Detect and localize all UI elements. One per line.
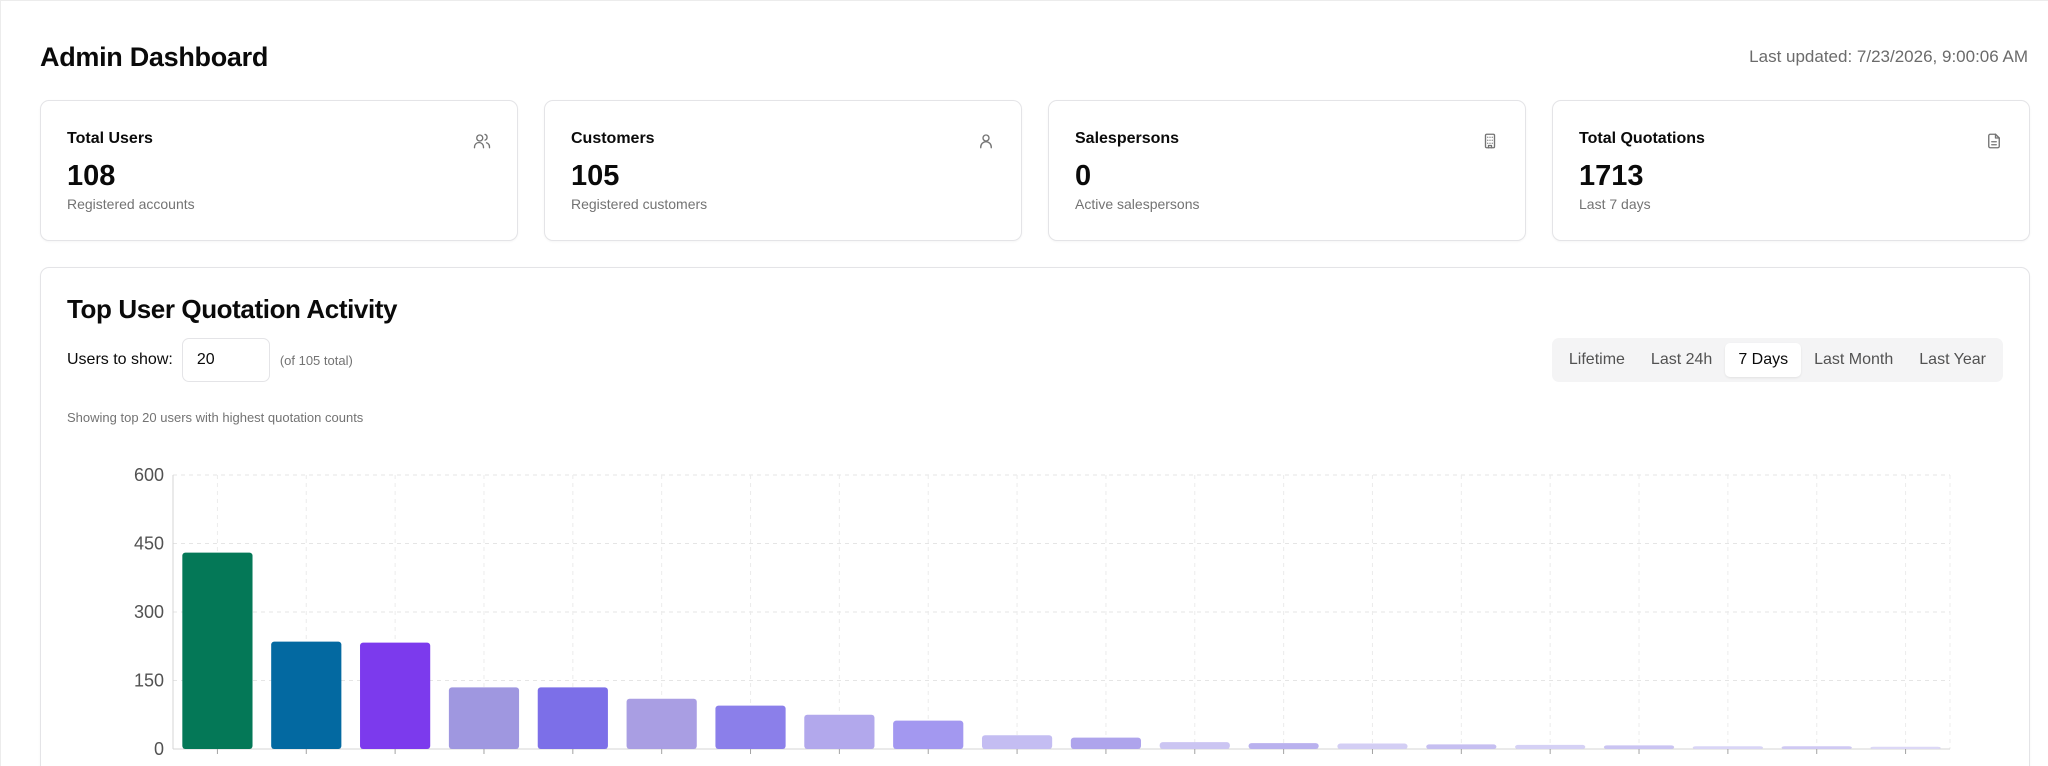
y-tick-label: 450: [134, 534, 164, 554]
stat-label: Total Users: [67, 130, 153, 147]
tab-last-24h[interactable]: Last 24h: [1650, 351, 1713, 368]
chart-caption: Showing top 20 users with highest quotat…: [67, 410, 364, 425]
stat-card-customers: Customers 105 Registered customers: [544, 100, 1022, 241]
y-tick-label: 300: [134, 602, 164, 622]
stat-label: Total Quotations: [1579, 130, 1705, 147]
y-tick-label: 150: [134, 671, 164, 691]
stat-subtext: Registered customers: [571, 196, 708, 212]
users-total-text: (of 105 total): [279, 352, 353, 368]
stat-value: 108: [67, 160, 116, 192]
chart-bar: [626, 698, 697, 749]
quotation-activity-card: Top User Quotation Activity Users to sho…: [40, 267, 2030, 766]
stat-card-total-users: Total Users 108 Registered accounts: [40, 100, 518, 241]
stat-subtext: Last 7 days: [1579, 196, 1651, 212]
chart-bar: [1870, 746, 1941, 749]
stat-label: Customers: [571, 130, 655, 147]
stat-value: 1713: [1579, 160, 1644, 192]
tab-last-year[interactable]: Last Year: [1919, 351, 1986, 368]
chart-bar: [182, 552, 253, 749]
quotation-bar-chart: 0 150 300 450 600: [134, 465, 1951, 759]
file-text-icon: [1988, 133, 2000, 149]
users-icon: [473, 133, 491, 149]
chart-bar: [1159, 742, 1230, 749]
chart-bar: [1248, 743, 1319, 749]
stat-value: 0: [1075, 160, 1092, 192]
tab-7-days[interactable]: 7 Days: [1725, 343, 1802, 377]
y-tick-label: 600: [134, 465, 164, 485]
chart-bar: [1426, 744, 1497, 749]
chart-bar: [1692, 746, 1763, 749]
chart-bar: [537, 687, 608, 749]
tab-lifetime[interactable]: Lifetime: [1568, 351, 1625, 368]
building-icon: [1484, 133, 1496, 149]
chart-bar: [1070, 737, 1142, 749]
tab-last-month[interactable]: Last Month: [1814, 351, 1894, 368]
chart-bar: [1337, 743, 1408, 749]
chart-bar: [1781, 746, 1852, 749]
stat-value: 105: [571, 160, 620, 192]
page-title: Admin Dashboard: [40, 41, 269, 72]
stats-row: Total Users 108 Registered accounts Cust…: [40, 100, 2030, 241]
chart-bar: [448, 687, 520, 749]
stat-card-total-quotations: Total Quotations 1713 Last 7 days: [1552, 100, 2030, 241]
chart-bar: [360, 642, 431, 749]
chart-bar: [1515, 744, 1586, 749]
users-to-show-input[interactable]: [181, 338, 270, 382]
time-range-tabs: Lifetime Last 24h 7 Days Last Month Last…: [1551, 338, 2003, 382]
chart-bar: [893, 720, 964, 749]
user-icon: [980, 134, 992, 149]
page-header: Admin Dashboard Last updated: 7/23/2026,…: [40, 39, 2028, 75]
activity-title: Top User Quotation Activity: [67, 294, 398, 324]
chart-bar: [715, 705, 786, 749]
users-to-show-label: Users to show:: [67, 351, 173, 368]
users-to-show-control: Users to show: (of 105 total): [67, 338, 353, 382]
stat-subtext: Registered accounts: [67, 196, 195, 212]
chart-bar: [804, 714, 875, 749]
stat-card-salespersons: Salespersons 0 Active salespersons: [1048, 100, 1526, 241]
last-updated-text: Last updated: 7/23/2026, 9:00:06 AM: [1749, 47, 2028, 66]
y-tick-label: 0: [154, 739, 164, 759]
stat-subtext: Active salespersons: [1075, 196, 1200, 212]
chart-bar: [981, 735, 1053, 749]
chart-bar: [1603, 745, 1675, 749]
stat-label: Salespersons: [1075, 130, 1180, 147]
chart-bar: [271, 641, 342, 749]
